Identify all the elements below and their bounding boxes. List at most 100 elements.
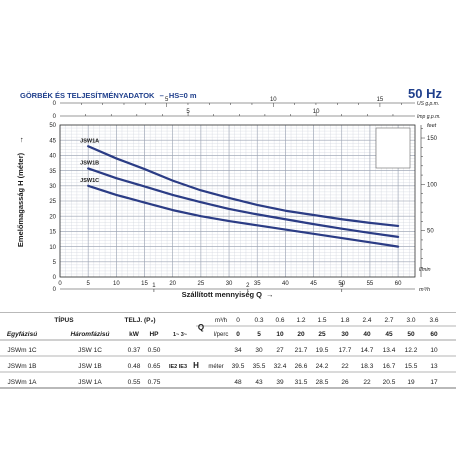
x-tick-label: 50 <box>338 281 345 287</box>
table-header-tipus: TÍPUS <box>54 315 74 324</box>
table-header-phase: 1~ 3~ <box>173 332 187 338</box>
row-hp: 0.50 <box>148 347 161 354</box>
x-tick-label: 35 <box>254 281 261 287</box>
row-head-value: 12.2 <box>405 347 418 354</box>
performance-table: TÍPUS TELJ. (P₂) Egyfázisú Háromfázisú kW HP 1… <box>0 312 456 389</box>
row-head-value: 18.3 <box>361 363 374 370</box>
y-axis-arrow: → <box>16 136 25 144</box>
row-head-value: 48 <box>234 379 242 386</box>
q-m3h-value: 2.4 <box>362 317 371 324</box>
row-head-value: 24.2 <box>316 363 329 370</box>
row-kw: 0.55 <box>128 379 141 386</box>
q-m3h-value: 1.8 <box>340 317 349 324</box>
q-m3h-value: 0.3 <box>254 317 263 324</box>
us-gpm-tick-label: 10 <box>270 97 277 103</box>
row-hp: 0.65 <box>148 363 161 370</box>
title-hs: HS=0 m <box>168 91 197 100</box>
q-lmin-value: 60 <box>430 331 438 338</box>
q-m3h-value: 3.6 <box>429 317 438 324</box>
frequency-label: 50 Hz <box>408 86 442 101</box>
row-single-phase-model: JSWm 1A <box>8 379 38 386</box>
us-gpm-tick-label: 0 <box>53 101 57 107</box>
row-head-value: 30 <box>255 347 263 354</box>
series-label: JSW1A <box>80 138 99 144</box>
table-header-kw: kW <box>129 331 140 338</box>
row-head-value: 19.5 <box>316 347 329 354</box>
row-single-phase-model: JSWm 1C <box>7 347 37 354</box>
row-head-value: 16.7 <box>383 363 396 370</box>
row-head-value: 13.4 <box>383 347 396 354</box>
us-gpm-tick-label: 5 <box>165 97 169 103</box>
row-head-value: 13 <box>430 363 438 370</box>
feet-unit-label: feet <box>427 123 437 129</box>
row-head-value: 20.5 <box>383 379 396 386</box>
pump-curves: JSW1A JSW1B JSW1C <box>80 138 400 248</box>
q-lmin-value: 20 <box>297 331 305 338</box>
y-tick-label: 30 <box>49 184 56 190</box>
m3h-tick-label: 0 <box>53 287 57 293</box>
row-three-phase-model: JSW 1C <box>78 347 102 354</box>
x-tick-label: 45 <box>310 281 317 287</box>
chart-title-row: GÖRBÉK ÉS TELJESÍTMÉNYADATOK – HS=0 m <box>20 91 197 100</box>
y-tick-label: 0 <box>53 275 57 281</box>
row-head-value: 22 <box>341 363 349 370</box>
row-head-value: 17 <box>430 379 438 386</box>
q-lmin-value: 5 <box>257 331 261 338</box>
series-label: JSW1B <box>80 160 99 166</box>
x-axis-label: Szállított mennyiség Q <box>182 290 263 299</box>
title-dash: – <box>159 91 164 100</box>
top-axes: 0 0 5 10 15 US g.p.m. 5 10 Imp g.p.m. <box>53 97 441 120</box>
table-header-meter: méter <box>208 364 223 370</box>
table-header-single-phase: Egyfázisú <box>7 331 37 338</box>
row-head-value: 32.4 <box>274 363 287 370</box>
x-tick-label: 15 <box>141 281 148 287</box>
row-kw: 0.37 <box>128 347 141 354</box>
q-m3h-value: 1.5 <box>317 317 326 324</box>
chart-grid <box>59 124 415 278</box>
table-header-m3h: m³/h <box>215 318 227 324</box>
us-gpm-unit-label: US g.p.m. <box>417 101 439 107</box>
y-axis-label: Emelőmagasság H (méter) <box>16 152 25 247</box>
row-head-value: 15.5 <box>405 363 418 370</box>
table-ie-label: IE2 IE3 <box>169 364 187 370</box>
q-lmin-value: 50 <box>407 331 415 338</box>
y-tick-label: 10 <box>49 245 56 251</box>
imp-gpm-tick-label: 10 <box>313 109 320 115</box>
series-label: JSW1C <box>80 178 99 184</box>
row-hp: 0.75 <box>148 379 161 386</box>
m3h-tick-label: 1 <box>152 283 156 289</box>
us-gpm-tick-label: 15 <box>377 97 384 103</box>
row-head-value: 19 <box>407 379 415 386</box>
q-m3h-value: 0.6 <box>275 317 284 324</box>
row-head-value: 31.5 <box>295 379 308 386</box>
q-m3h-value: 1.2 <box>296 317 305 324</box>
row-head-value: 35.5 <box>253 363 266 370</box>
x-tick-label: 55 <box>367 281 374 287</box>
curve-jsw1c <box>87 184 400 248</box>
x-tick-label: 0 <box>58 281 62 287</box>
y-tick-label: 35 <box>49 169 56 175</box>
row-head-value: 26 <box>341 379 349 386</box>
x-tick-label: 40 <box>282 281 289 287</box>
x-tick-label: 60 <box>395 281 402 287</box>
chart-title: GÖRBÉK ÉS TELJESÍTMÉNYADATOK <box>20 91 155 100</box>
q-lmin-value: 25 <box>318 331 326 338</box>
q-lmin-value: 45 <box>385 331 393 338</box>
y-tick-label: 20 <box>49 214 56 220</box>
q-m3h-value: 2.7 <box>384 317 393 324</box>
row-head-value: 17.7 <box>339 347 352 354</box>
x-axis-arrow: → <box>266 290 274 299</box>
row-head-value: 21.7 <box>295 347 308 354</box>
y-tick-label: 50 <box>49 123 56 129</box>
y-tick-label: 40 <box>49 154 56 160</box>
feet-tick-label: 50 <box>427 229 434 235</box>
row-head-value: 43 <box>255 379 263 386</box>
table-header-three-phase: Háromfázisú <box>70 331 109 338</box>
y-tick-label: 15 <box>49 230 56 236</box>
curve-jsw1a <box>87 145 400 228</box>
table-header-h: H <box>193 361 199 370</box>
table-header-lperc: l/perc <box>214 332 229 338</box>
legend-box <box>375 127 411 169</box>
